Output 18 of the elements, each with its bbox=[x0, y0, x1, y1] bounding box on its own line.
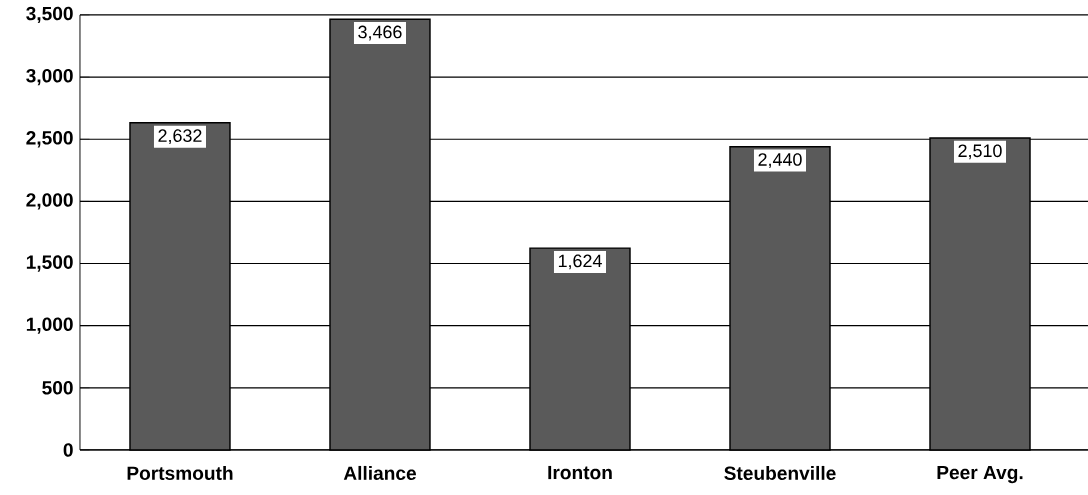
y-tick-label: 2,500 bbox=[26, 131, 73, 148]
y-tick-label: 3,000 bbox=[26, 68, 73, 86]
x-tick-label: Steubenville bbox=[724, 465, 836, 481]
y-tick-label: 3,500 bbox=[26, 6, 73, 24]
y-tick-label: 1,500 bbox=[26, 255, 73, 272]
x-tick-label: Ironton bbox=[548, 465, 612, 480]
data-label: 2,440 bbox=[758, 153, 802, 168]
y-tick-label: 500 bbox=[42, 381, 73, 395]
y-tick-label: 0 bbox=[63, 443, 73, 457]
y-tick-label: 2,000 bbox=[26, 193, 73, 210]
x-tick-label: Alliance bbox=[343, 465, 416, 481]
x-tick-label: Peer Avg. bbox=[937, 465, 1023, 484]
x-tick-label: Portsmouth bbox=[127, 465, 233, 481]
y-tick-label: 1,000 bbox=[26, 317, 73, 334]
data-label: 3,466 bbox=[358, 25, 402, 41]
data-label: 2,510 bbox=[958, 144, 1002, 160]
data-label: 2,632 bbox=[158, 129, 202, 145]
data-label: 1,624 bbox=[558, 254, 602, 270]
